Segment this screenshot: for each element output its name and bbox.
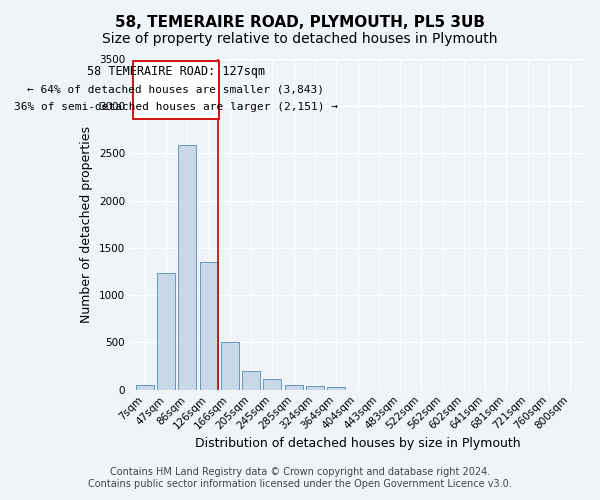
Bar — [157, 274, 175, 390]
Text: 36% of semi-detached houses are larger (2,151) →: 36% of semi-detached houses are larger (… — [14, 102, 338, 112]
Bar — [327, 387, 345, 390]
Bar — [136, 385, 154, 390]
X-axis label: Distribution of detached houses by size in Plymouth: Distribution of detached houses by size … — [194, 437, 520, 450]
Bar — [178, 145, 196, 390]
FancyBboxPatch shape — [133, 61, 220, 118]
Text: 58, TEMERAIRE ROAD, PLYMOUTH, PL5 3UB: 58, TEMERAIRE ROAD, PLYMOUTH, PL5 3UB — [115, 15, 485, 30]
Bar — [200, 262, 218, 390]
Bar — [306, 386, 324, 390]
Bar — [242, 371, 260, 390]
Bar — [221, 342, 239, 390]
Bar — [284, 385, 303, 390]
Bar — [263, 380, 281, 390]
Text: Size of property relative to detached houses in Plymouth: Size of property relative to detached ho… — [102, 32, 498, 46]
Y-axis label: Number of detached properties: Number of detached properties — [80, 126, 94, 323]
Text: ← 64% of detached houses are smaller (3,843): ← 64% of detached houses are smaller (3,… — [28, 84, 325, 94]
Text: Contains HM Land Registry data © Crown copyright and database right 2024.
Contai: Contains HM Land Registry data © Crown c… — [88, 468, 512, 489]
Text: 58 TEMERAIRE ROAD: 127sqm: 58 TEMERAIRE ROAD: 127sqm — [87, 65, 265, 78]
